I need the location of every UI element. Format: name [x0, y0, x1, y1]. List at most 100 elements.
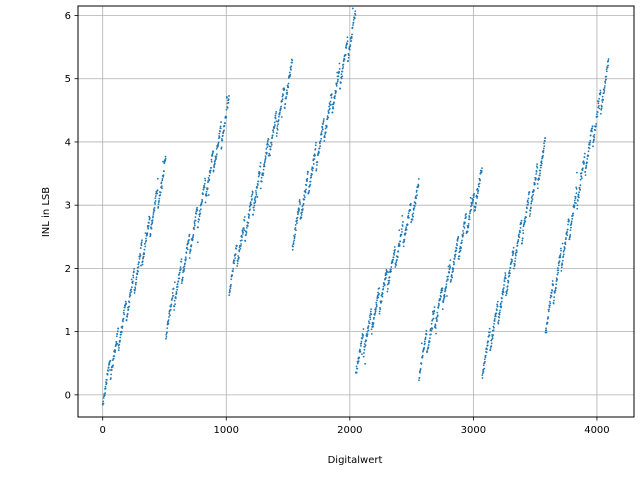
data-point: [193, 228, 196, 230]
data-point: [104, 392, 107, 394]
data-point: [427, 346, 430, 349]
data-point: [413, 207, 416, 209]
data-point: [262, 174, 264, 177]
data-point: [443, 295, 446, 298]
data-point: [195, 212, 198, 215]
data-point: [111, 366, 114, 368]
data-point: [562, 255, 565, 258]
data-point: [146, 232, 149, 235]
data-point: [267, 143, 269, 146]
data-point: [506, 290, 508, 292]
data-point: [387, 271, 390, 274]
data-point: [300, 216, 303, 219]
data-point: [276, 132, 278, 135]
data-point: [440, 291, 443, 294]
data-point: [233, 262, 236, 265]
data-point: [561, 262, 563, 265]
data-point: [284, 103, 287, 105]
data-point: [266, 142, 269, 145]
data-point: [152, 211, 155, 214]
data-point: [596, 115, 599, 118]
data-point: [506, 288, 509, 291]
data-point: [529, 212, 532, 215]
data-point: [370, 328, 373, 331]
data-point: [355, 365, 358, 368]
data-point: [176, 288, 178, 291]
data-point: [442, 298, 445, 301]
data-point: [263, 163, 266, 165]
data-point: [407, 214, 410, 217]
data-point: [300, 214, 303, 216]
data-point: [312, 167, 314, 170]
data-point: [133, 267, 135, 270]
data-point: [233, 259, 236, 262]
data-point: [220, 138, 223, 140]
data-point: [301, 211, 304, 214]
data-point: [575, 192, 578, 195]
data-point: [447, 265, 450, 268]
data-point: [434, 327, 437, 329]
data-point: [481, 374, 484, 377]
data-point: [472, 198, 475, 201]
data-point: [599, 91, 602, 94]
axis-ticks: 0 1000 2000 3000 4000 0 1 2 3 4 5 6: [65, 11, 610, 436]
data-point: [564, 238, 567, 241]
data-point: [605, 68, 608, 71]
data-point: [116, 333, 119, 335]
data-point: [318, 147, 321, 150]
data-point: [208, 174, 211, 177]
data-point: [399, 240, 402, 243]
data-point: [462, 234, 465, 237]
data-point: [474, 205, 477, 208]
data-point: [441, 308, 444, 311]
data-point: [468, 218, 471, 221]
data-point: [293, 235, 296, 238]
data-point: [591, 127, 594, 130]
data-point: [102, 400, 105, 403]
data-point: [130, 278, 133, 281]
data-point: [311, 173, 313, 176]
data-point: [106, 379, 108, 381]
data-point: [398, 229, 401, 232]
data-point: [564, 243, 567, 246]
data-point: [513, 267, 515, 270]
data-point: [585, 164, 588, 167]
data-point: [330, 96, 333, 99]
data-point: [544, 137, 547, 139]
data-point: [412, 209, 415, 211]
data-point: [331, 103, 333, 106]
data-point: [518, 233, 520, 236]
data-point: [306, 179, 308, 182]
data-point: [272, 131, 275, 134]
data-point: [248, 217, 250, 219]
grid: [78, 6, 634, 417]
data-point: [230, 283, 232, 286]
data-point: [274, 114, 277, 117]
data-point: [189, 252, 191, 254]
data-point: [274, 117, 277, 120]
data-point: [574, 196, 577, 198]
data-point: [560, 269, 563, 272]
data-point: [364, 345, 366, 348]
data-point: [530, 202, 533, 205]
data-point: [319, 145, 322, 148]
data-point: [470, 208, 473, 211]
data-point: [487, 335, 490, 338]
data-point: [401, 225, 404, 227]
data-point: [316, 161, 319, 163]
data-point: [531, 198, 534, 201]
data-point: [437, 302, 440, 305]
data-point: [449, 259, 452, 262]
data-point: [341, 67, 344, 70]
data-point: [198, 218, 200, 221]
data-point: [365, 339, 368, 342]
data-point: [463, 227, 466, 229]
data-point: [242, 227, 245, 230]
data-point: [223, 129, 225, 132]
data-point: [357, 361, 359, 364]
data-point: [438, 304, 440, 306]
data-point: [296, 222, 298, 225]
data-point: [199, 212, 202, 215]
data-point: [507, 280, 510, 283]
data-point: [263, 165, 266, 168]
